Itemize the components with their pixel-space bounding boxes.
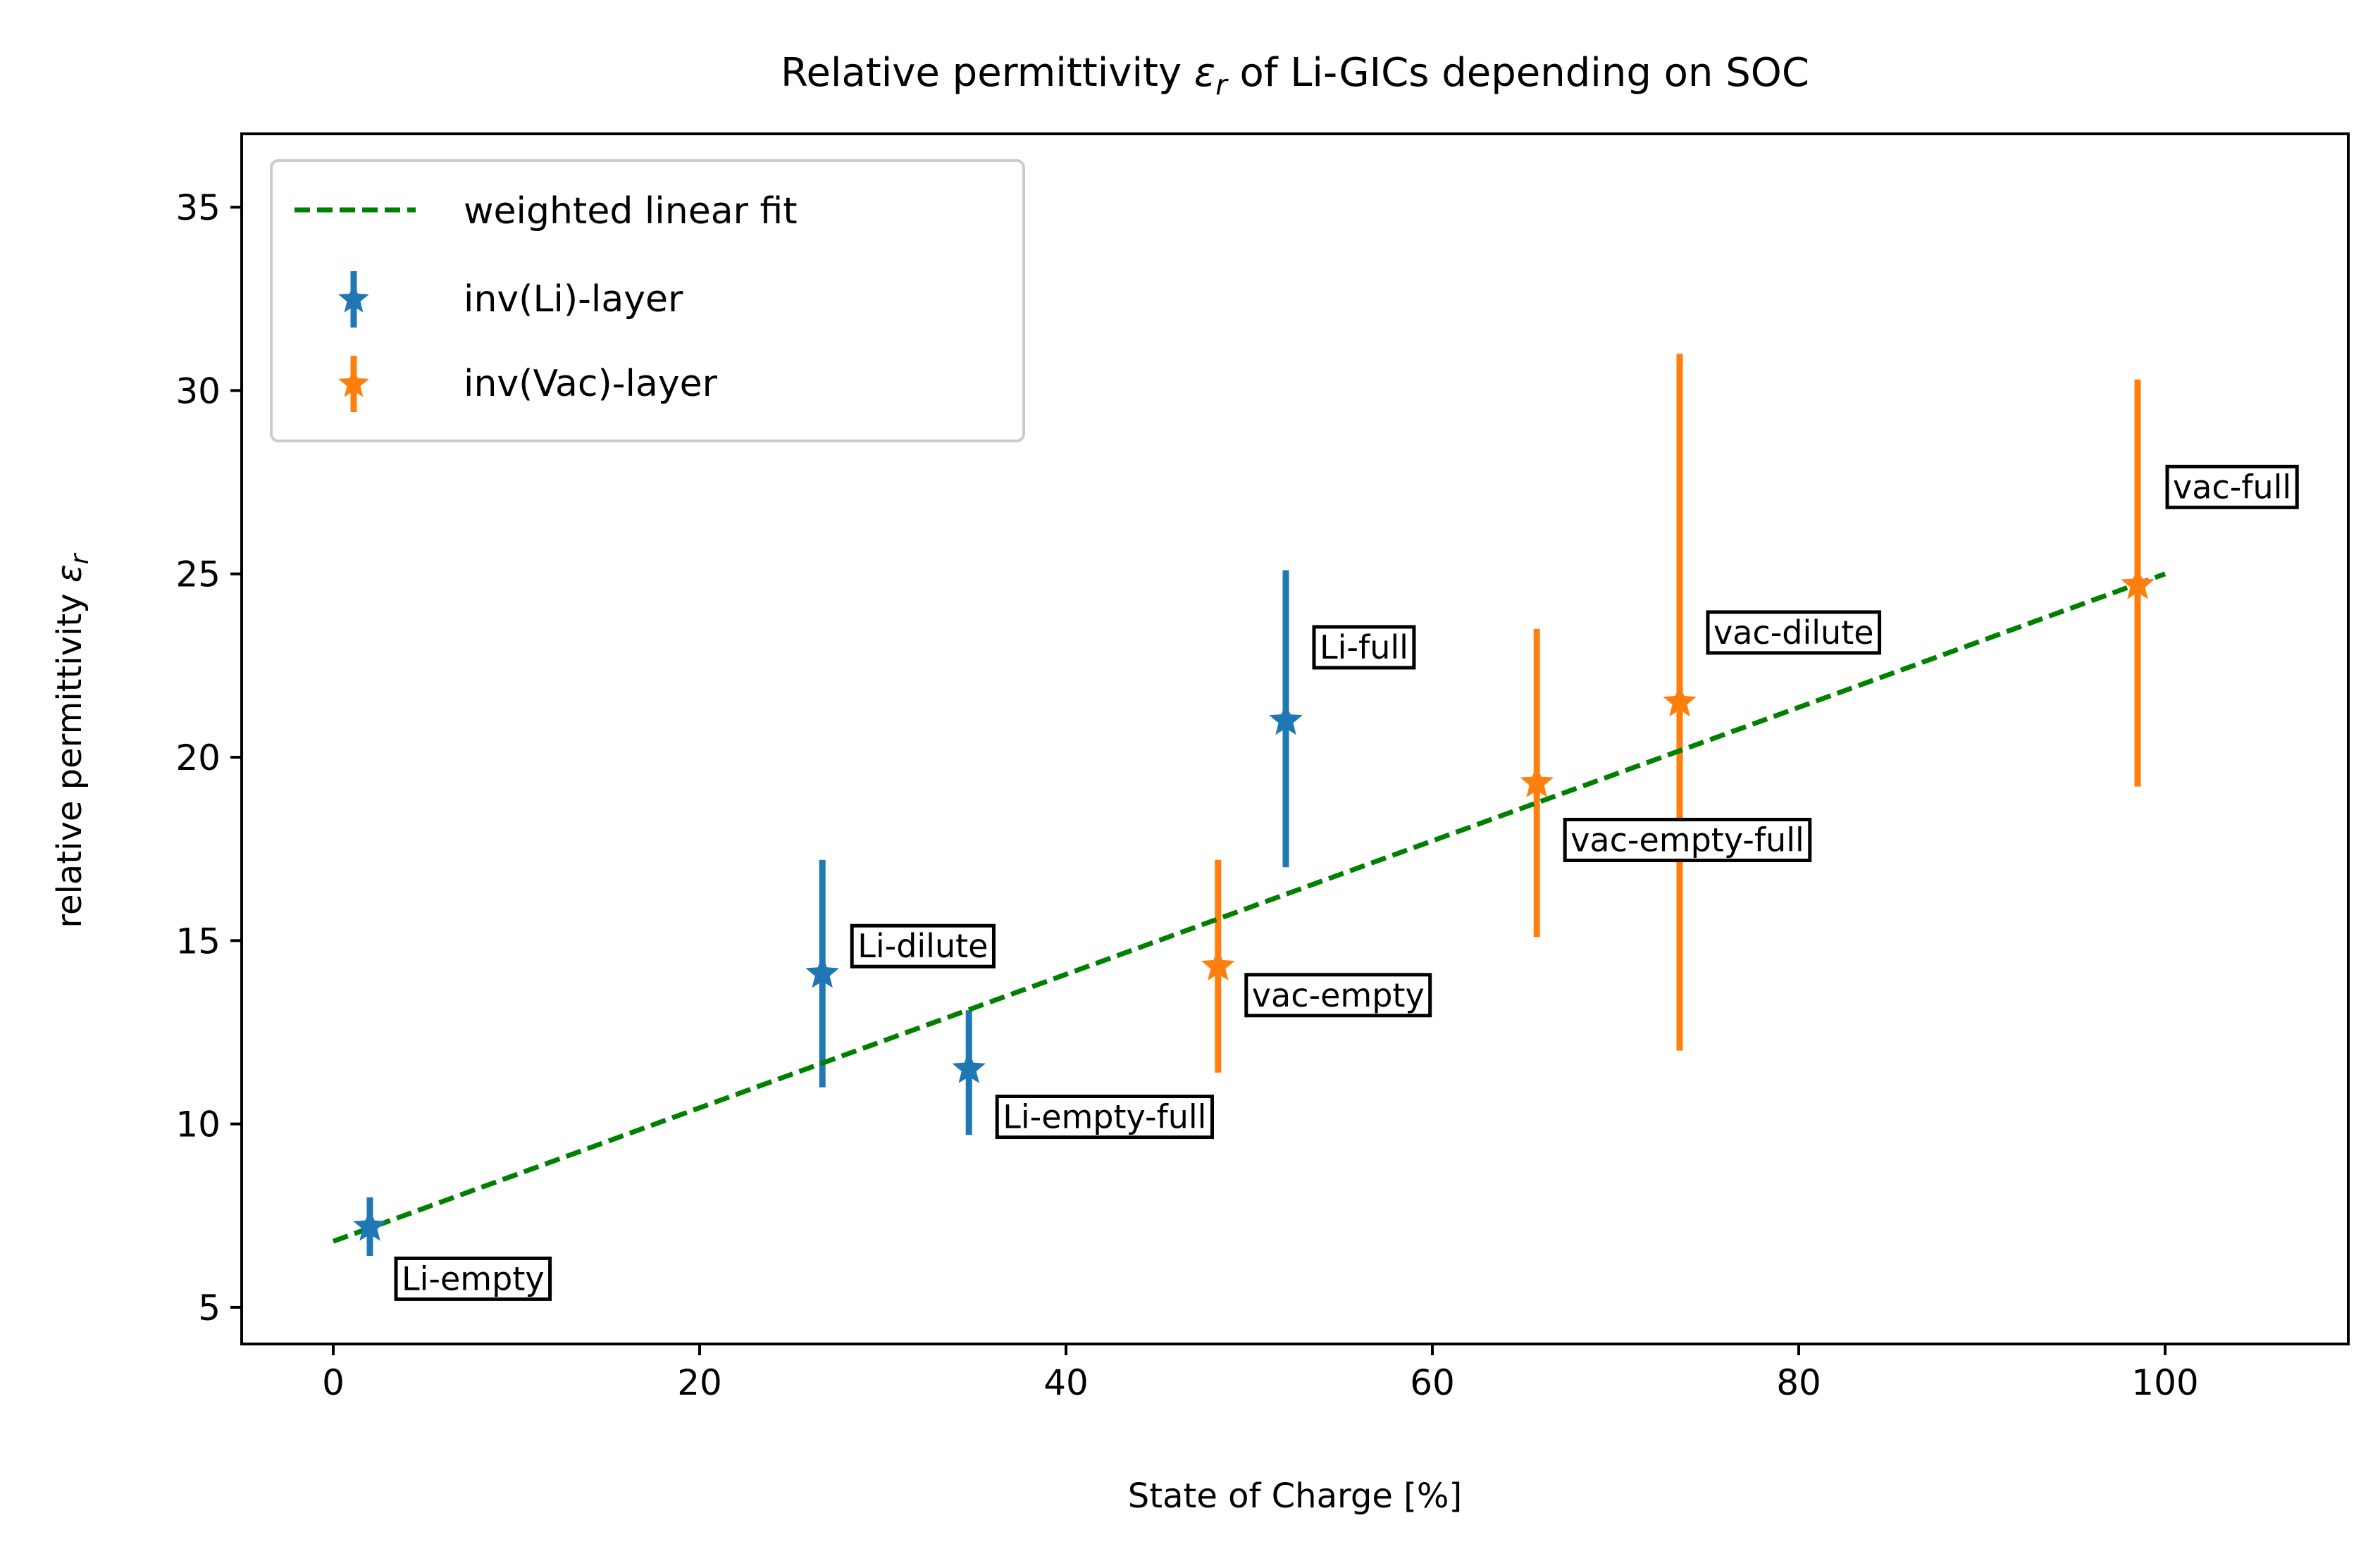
annotation-label: Li-full — [1320, 628, 1408, 666]
annotation-label: vac-full — [2173, 468, 2291, 506]
annotation-label: vac-empty-full — [1570, 821, 1804, 859]
annotation-label: vac-dilute — [1713, 614, 1874, 652]
axes: 0 20 40 60 80 100 5 10 15 20 25 30 35 — [175, 132, 2350, 1403]
annotation-box — [2165, 464, 2299, 509]
point-annotation: Li-empty-full — [995, 1095, 1214, 1140]
y-axis-label: relative permittivity εr — [50, 552, 94, 928]
point-annotation: vac-empty-full — [1563, 817, 1812, 862]
point-annotation: vac-empty — [1244, 973, 1432, 1018]
annotation-box — [995, 1095, 1214, 1140]
chart-title: Relative permittivity εr of Li-GICs depe… — [781, 50, 1809, 101]
y-tick-label: 25 — [175, 554, 221, 595]
x-axis-label: State of Charge [%] — [1128, 1476, 1462, 1516]
annotation-box — [1312, 625, 1416, 670]
point-annotation: Li-dilute — [850, 923, 996, 969]
annotation-box — [1244, 973, 1432, 1018]
li-data-point — [1269, 703, 1303, 735]
y-tick-label: 20 — [175, 737, 221, 778]
x-tick-label: 100 — [2131, 1362, 2198, 1403]
y-tick-label: 15 — [175, 921, 221, 961]
point-annotation: vac-full — [2165, 464, 2299, 509]
li-data-point — [952, 1051, 986, 1083]
axes-frame — [240, 132, 2350, 1345]
annotation-box — [394, 1256, 552, 1301]
annotation-box — [1706, 610, 1882, 655]
annotation-box — [1563, 817, 1812, 862]
legend-li-label: inv(Li)-layer — [464, 278, 683, 320]
y-tick-label: 10 — [175, 1104, 221, 1145]
legend-fit-label: weighted linear fit — [464, 190, 798, 232]
point-annotation: Li-empty — [394, 1256, 552, 1301]
x-tick-label: 20 — [677, 1362, 722, 1403]
vac-data-point — [1520, 765, 1554, 797]
legend-box — [270, 159, 1025, 442]
li-data-point — [353, 1209, 387, 1241]
x-tick-label: 0 — [322, 1362, 345, 1403]
vac-data-point — [2121, 567, 2155, 599]
y-tick-label: 35 — [175, 187, 221, 228]
legend-vac-marker-icon — [338, 356, 369, 412]
vac-data-point — [1663, 684, 1697, 717]
point-annotation: Li-full — [1312, 625, 1416, 670]
legend-vac-label: inv(Vac)-layer — [464, 363, 718, 405]
annotation-label: vac-empty — [1252, 976, 1425, 1014]
annotation-box — [850, 923, 996, 969]
annotation-label: Li-dilute — [857, 927, 988, 965]
annotation-label: Li-empty — [402, 1259, 545, 1297]
fit-line — [332, 571, 2167, 1244]
y-tick-label: 30 — [175, 371, 221, 411]
x-tick-label: 60 — [1410, 1362, 1455, 1403]
li-data-point — [805, 956, 839, 988]
legend: weighted linear fit inv(Li)-layer inv(Va… — [270, 159, 1025, 442]
x-tick-label: 80 — [1776, 1362, 1821, 1403]
point-annotation: vac-dilute — [1706, 610, 1882, 655]
legend-li-marker-icon — [338, 271, 369, 328]
x-tick-label: 40 — [1043, 1362, 1089, 1403]
plot-area: Li-empty Li-dilute Li-empty-full Li-full vac… — [332, 354, 2299, 1301]
y-tick-label: 5 — [198, 1288, 221, 1328]
annotation-label: Li-empty-full — [1003, 1098, 1206, 1136]
vac-data-point — [1201, 948, 1235, 981]
